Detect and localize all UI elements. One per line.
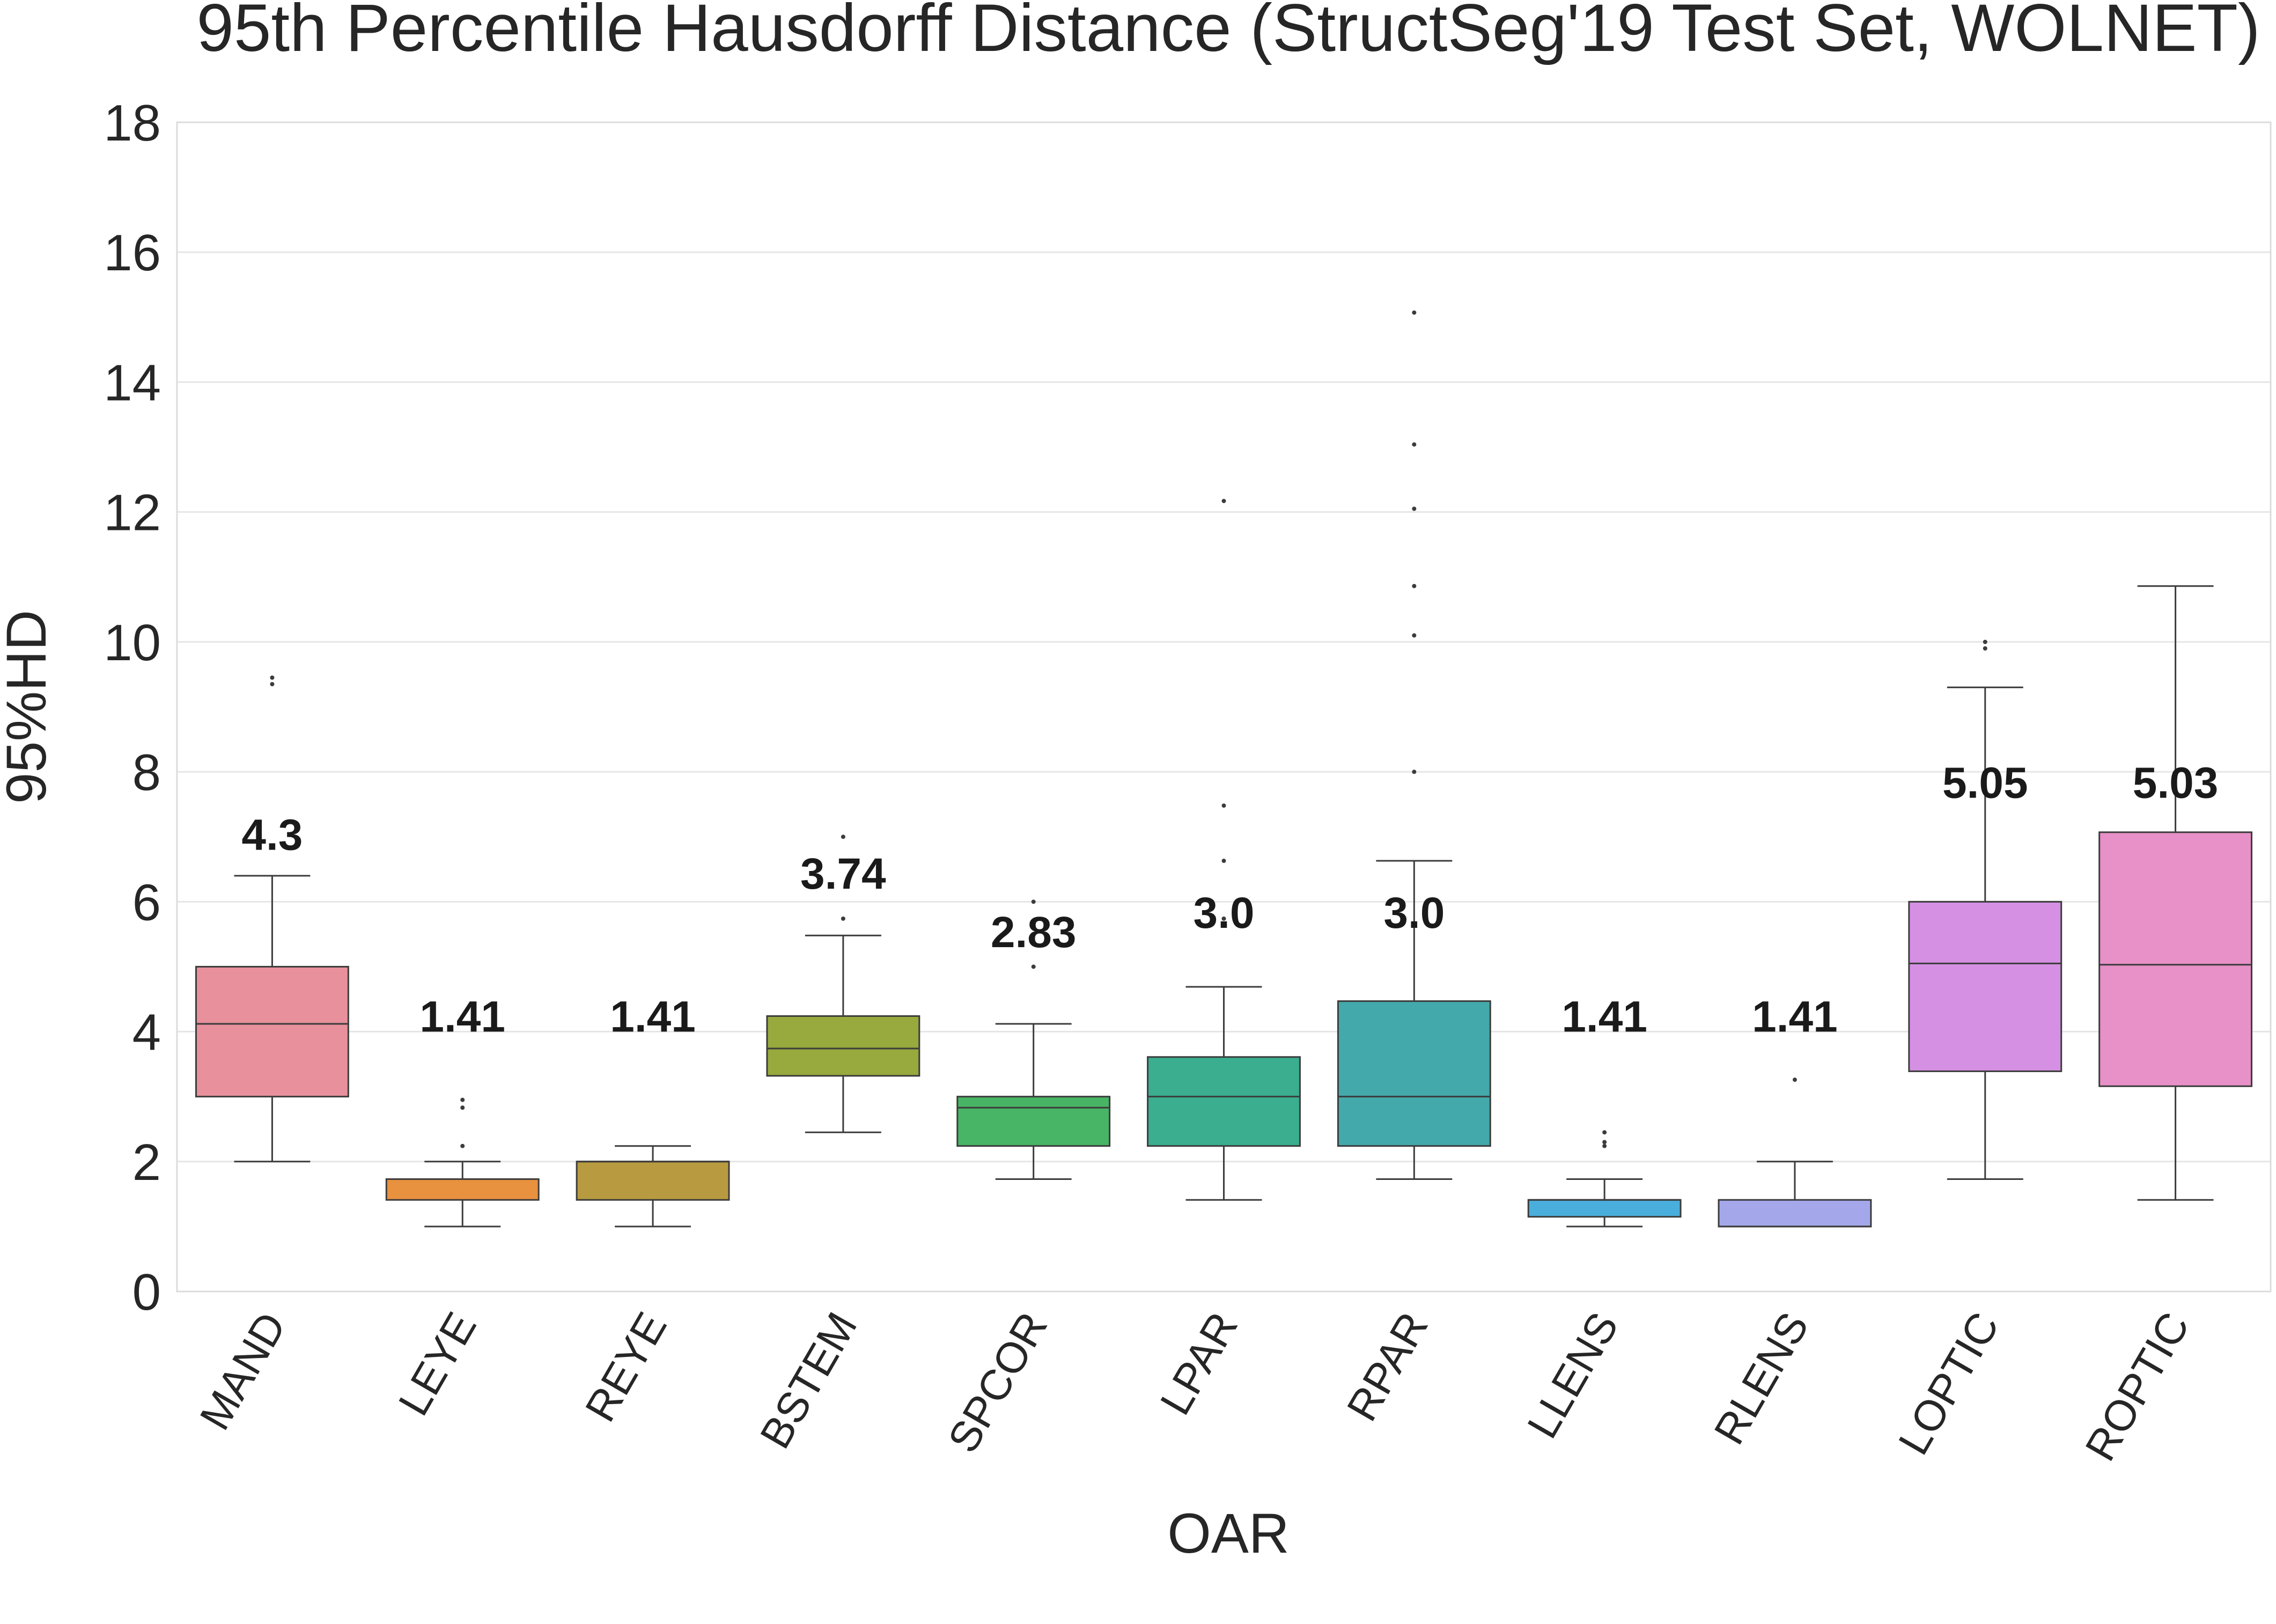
data-label: 5.05 — [1942, 759, 2028, 808]
data-label: 1.41 — [419, 993, 505, 1042]
outlier-point — [1221, 803, 1226, 808]
box-body — [2098, 831, 2253, 1087]
box-llens — [1527, 1130, 1682, 1228]
y-tick-label: 14 — [104, 354, 161, 411]
x-tick-label: SPCOR — [939, 1304, 1056, 1460]
box-body — [766, 1015, 920, 1077]
box-leye — [385, 1097, 540, 1228]
x-tick-label: BSTEM — [751, 1304, 866, 1456]
y-tick-label: 0 — [132, 1264, 161, 1321]
x-tick-label: RPAR — [1338, 1304, 1437, 1429]
data-label: 3.0 — [1194, 889, 1255, 938]
outlier-point — [1602, 1130, 1607, 1135]
outlier-point — [460, 1105, 465, 1110]
x-axis-label: OAR — [1167, 1502, 1290, 1565]
box-loptic — [1908, 639, 2063, 1180]
x-tick-label: LOPTIC — [1889, 1304, 2008, 1463]
y-tick-label: 8 — [132, 744, 161, 801]
x-tick-label: RLENS — [1705, 1304, 1817, 1452]
outlier-point — [1792, 1077, 1797, 1082]
outlier-point — [1412, 506, 1417, 511]
box-body — [195, 965, 349, 1098]
outlier-point — [1221, 916, 1226, 921]
data-label: 1.41 — [1561, 993, 1647, 1042]
box-body — [956, 1096, 1111, 1147]
box-rpar — [1337, 310, 1491, 1180]
outlier-point — [1602, 1140, 1607, 1145]
outlier-point — [1983, 639, 1987, 644]
box-roptic — [2098, 585, 2253, 1201]
box-mand — [195, 675, 349, 1163]
outlier-point — [460, 1143, 465, 1148]
box-lpar — [1147, 499, 1301, 1201]
y-tick-label: 4 — [132, 1004, 161, 1061]
x-tick-label: ROPTIC — [2076, 1304, 2198, 1468]
outlier-point — [1031, 964, 1036, 969]
data-label: 1.41 — [610, 993, 696, 1042]
y-tick-label: 16 — [104, 224, 161, 282]
outlier-point — [1412, 633, 1417, 638]
data-label: 1.41 — [1752, 993, 1838, 1042]
y-tick-label: 6 — [132, 874, 161, 931]
outlier-point — [1412, 584, 1417, 588]
outlier-point — [841, 916, 845, 921]
box-spcor — [956, 899, 1111, 1180]
y-tick-label: 2 — [132, 1134, 161, 1191]
outlier-point — [460, 1097, 465, 1102]
data-label: 2.83 — [991, 908, 1077, 957]
x-axis-ticks: MAND LEYE REYE BSTEM SPCOR LPAR RPAR LLENS RLENS… — [190, 1304, 2198, 1468]
data-label: 3.74 — [800, 850, 886, 898]
y-axis-label: 95%HD — [0, 610, 58, 804]
y-tick-label: 12 — [104, 484, 161, 542]
box-reye — [576, 1145, 730, 1228]
box-body — [1147, 1056, 1301, 1147]
outlier-point — [1412, 770, 1417, 774]
box-rlens — [1718, 1077, 1872, 1228]
chart-title: 95th Percentile Hausdorff Distance (Stru… — [196, 0, 2260, 65]
outlier-point — [1602, 1143, 1607, 1148]
x-tick-label: REYE — [576, 1304, 676, 1429]
box-body — [1527, 1199, 1682, 1218]
data-label: 3.0 — [1383, 889, 1445, 938]
box-body — [1718, 1199, 1872, 1228]
box-body — [576, 1161, 730, 1201]
outlier-point — [1221, 859, 1226, 863]
x-tick-label: LEYE — [389, 1304, 485, 1423]
box-body — [385, 1178, 540, 1201]
box-body — [1337, 1000, 1491, 1147]
box-bstem — [766, 835, 920, 1133]
outlier-point — [1221, 499, 1226, 504]
outlier-point — [1412, 442, 1417, 447]
x-tick-label: MAND — [190, 1304, 295, 1437]
y-tick-label: 18 — [104, 94, 161, 152]
outlier-point — [1412, 310, 1417, 315]
outlier-point — [270, 675, 275, 680]
outlier-point — [1983, 646, 1987, 651]
outlier-point — [1031, 899, 1036, 904]
outlier-point — [841, 835, 845, 839]
outlier-point — [270, 682, 275, 686]
data-label: 5.03 — [2133, 759, 2219, 808]
y-tick-label: 10 — [104, 614, 161, 671]
boxes — [195, 310, 2253, 1228]
y-axis-ticks: 0 2 4 6 8 10 12 14 16 18 — [104, 94, 161, 1321]
data-labels: 4.3 1.41 1.41 3.74 2.83 3.0 3.0 1.41 1.41 5.05 5.0… — [241, 759, 2218, 1042]
box-body — [1908, 900, 2063, 1072]
x-tick-label: LPAR — [1151, 1304, 1247, 1422]
x-tick-label: LLENS — [1518, 1304, 1627, 1446]
plot-frame — [176, 121, 2272, 1293]
data-label: 4.3 — [241, 810, 303, 859]
